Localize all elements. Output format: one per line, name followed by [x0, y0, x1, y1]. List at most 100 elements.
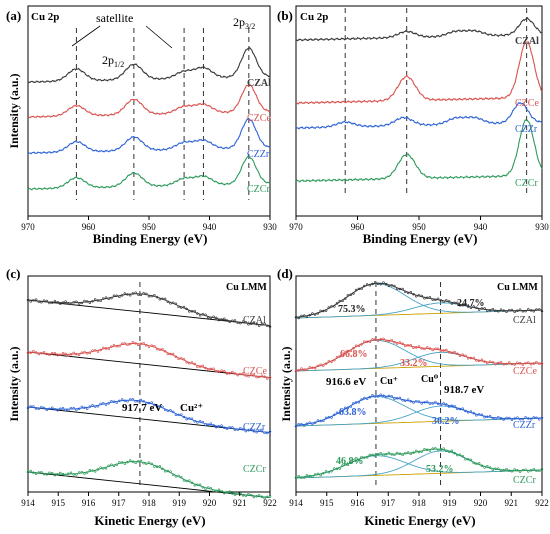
data-point-czce	[61, 351, 65, 355]
data-point-czcr	[374, 454, 377, 458]
data-point-czce	[439, 349, 443, 353]
data-point-czcr	[395, 451, 399, 455]
data-point-czzr	[83, 406, 86, 410]
data-point-czcr	[228, 490, 231, 493]
data-point-czce	[59, 353, 62, 357]
data-point-czcr	[483, 466, 486, 469]
data-point-czal	[198, 313, 202, 317]
panel-d-label-czcr: CZCr	[513, 475, 536, 486]
data-point-czal	[85, 300, 89, 303]
data-point-czzr	[255, 430, 258, 434]
data-point-czcr	[61, 472, 65, 476]
panel-c-label-czal: CZAl	[243, 315, 266, 326]
data-point-czzr	[120, 398, 124, 401]
data-point-czce	[354, 344, 358, 347]
data-point-czce	[305, 368, 309, 371]
data-point-czcr	[469, 458, 473, 462]
data-point-czzr	[313, 421, 317, 424]
data-point-czzr	[50, 406, 54, 409]
data-point-czal	[32, 298, 35, 302]
data-point-czzr	[123, 399, 127, 403]
data-point-czce	[161, 347, 164, 351]
data-point-czzr	[472, 411, 475, 415]
data-point-czce	[524, 361, 527, 365]
data-point-czcr	[532, 467, 536, 471]
data-point-czcr	[398, 452, 402, 455]
data-point-czal	[223, 317, 226, 320]
data-point-czcr	[252, 495, 256, 499]
panel-b-series-labels: CZAl CZCe CZZr CZCr	[515, 36, 539, 189]
data-point-czal	[247, 323, 250, 326]
x-tick-label: 919	[173, 498, 187, 508]
fit-czal	[27, 293, 271, 327]
data-point-czal	[529, 309, 533, 312]
data-point-czce	[327, 359, 331, 363]
data-point-czce	[83, 350, 86, 354]
panel-b-label-czce: CZCe	[515, 98, 539, 109]
data-point-czal	[420, 294, 423, 298]
data-point-czzr	[239, 426, 242, 430]
data-point-czce	[217, 370, 221, 374]
x-tick-label: 921	[233, 498, 247, 508]
data-point-czal	[395, 287, 399, 291]
data-point-czal	[510, 308, 514, 312]
data-point-czal	[316, 312, 320, 315]
data-point-czce	[223, 370, 226, 373]
data-point-czcr	[330, 470, 333, 473]
data-point-czal	[450, 302, 454, 305]
panel-d-xlabel: Kinetic Energy (eV)	[364, 513, 475, 528]
fit-czce	[27, 343, 271, 379]
data-point-czce	[445, 348, 448, 352]
pct-czcr-cu0: 53.2%	[426, 464, 454, 475]
data-point-czcr	[365, 456, 369, 459]
data-point-czzr	[59, 407, 62, 410]
data-point-czcr	[401, 453, 404, 457]
data-point-czcr	[64, 474, 67, 477]
data-point-czzr	[398, 396, 402, 400]
data-point-czzr	[185, 417, 188, 421]
data-point-czcr	[510, 470, 514, 473]
data-point-czcr	[447, 450, 451, 453]
data-point-czce	[153, 345, 156, 348]
data-point-czal	[483, 307, 486, 310]
panel-b-curves	[295, 16, 543, 183]
data-point-czzr	[252, 429, 256, 433]
data-point-czcr	[518, 470, 522, 473]
data-point-czzr	[401, 399, 404, 402]
data-point-czce	[244, 374, 248, 377]
panel-a-x-ticks: 970 960 950 940 930	[21, 216, 277, 232]
data-point-czce	[319, 363, 322, 367]
x-tick-label: 917	[112, 498, 126, 508]
data-point-czcr	[308, 474, 311, 478]
data-point-czce	[472, 356, 475, 360]
data-point-czzr	[499, 417, 503, 420]
data-point-czzr	[417, 400, 421, 403]
panel-d-percentages: 75.3% 24.7% 66.8% 33.2% 63.8% 36.2% 46.8…	[336, 298, 485, 475]
data-point-czce	[42, 350, 46, 354]
data-point-czzr	[163, 408, 167, 412]
data-point-czcr	[136, 459, 140, 463]
data-point-czal	[412, 293, 415, 296]
data-point-czal	[453, 301, 456, 304]
data-point-czzr	[91, 404, 94, 407]
data-point-czal	[50, 301, 54, 304]
data-point-czal	[297, 316, 300, 320]
data-point-czcr	[406, 451, 410, 454]
data-point-czce	[77, 353, 81, 357]
panel-b-xlabel: Binding Energy (eV)	[363, 231, 478, 246]
data-point-czzr	[442, 402, 445, 405]
data-point-czal	[80, 301, 84, 305]
panel-d-label-czce: CZCe	[513, 366, 537, 377]
data-point-czce	[145, 344, 148, 347]
data-point-czal	[45, 299, 49, 303]
data-point-czcr	[85, 471, 89, 474]
fit-total-czcr	[295, 448, 542, 478]
data-point-czcr	[300, 476, 303, 479]
data-point-czcr	[404, 451, 407, 455]
data-point-czzr	[40, 405, 43, 409]
data-point-czzr	[368, 395, 372, 399]
data-point-czcr	[371, 453, 374, 457]
data-point-czcr	[260, 495, 264, 499]
data-point-czce	[311, 366, 314, 369]
data-point-czce	[204, 366, 207, 370]
